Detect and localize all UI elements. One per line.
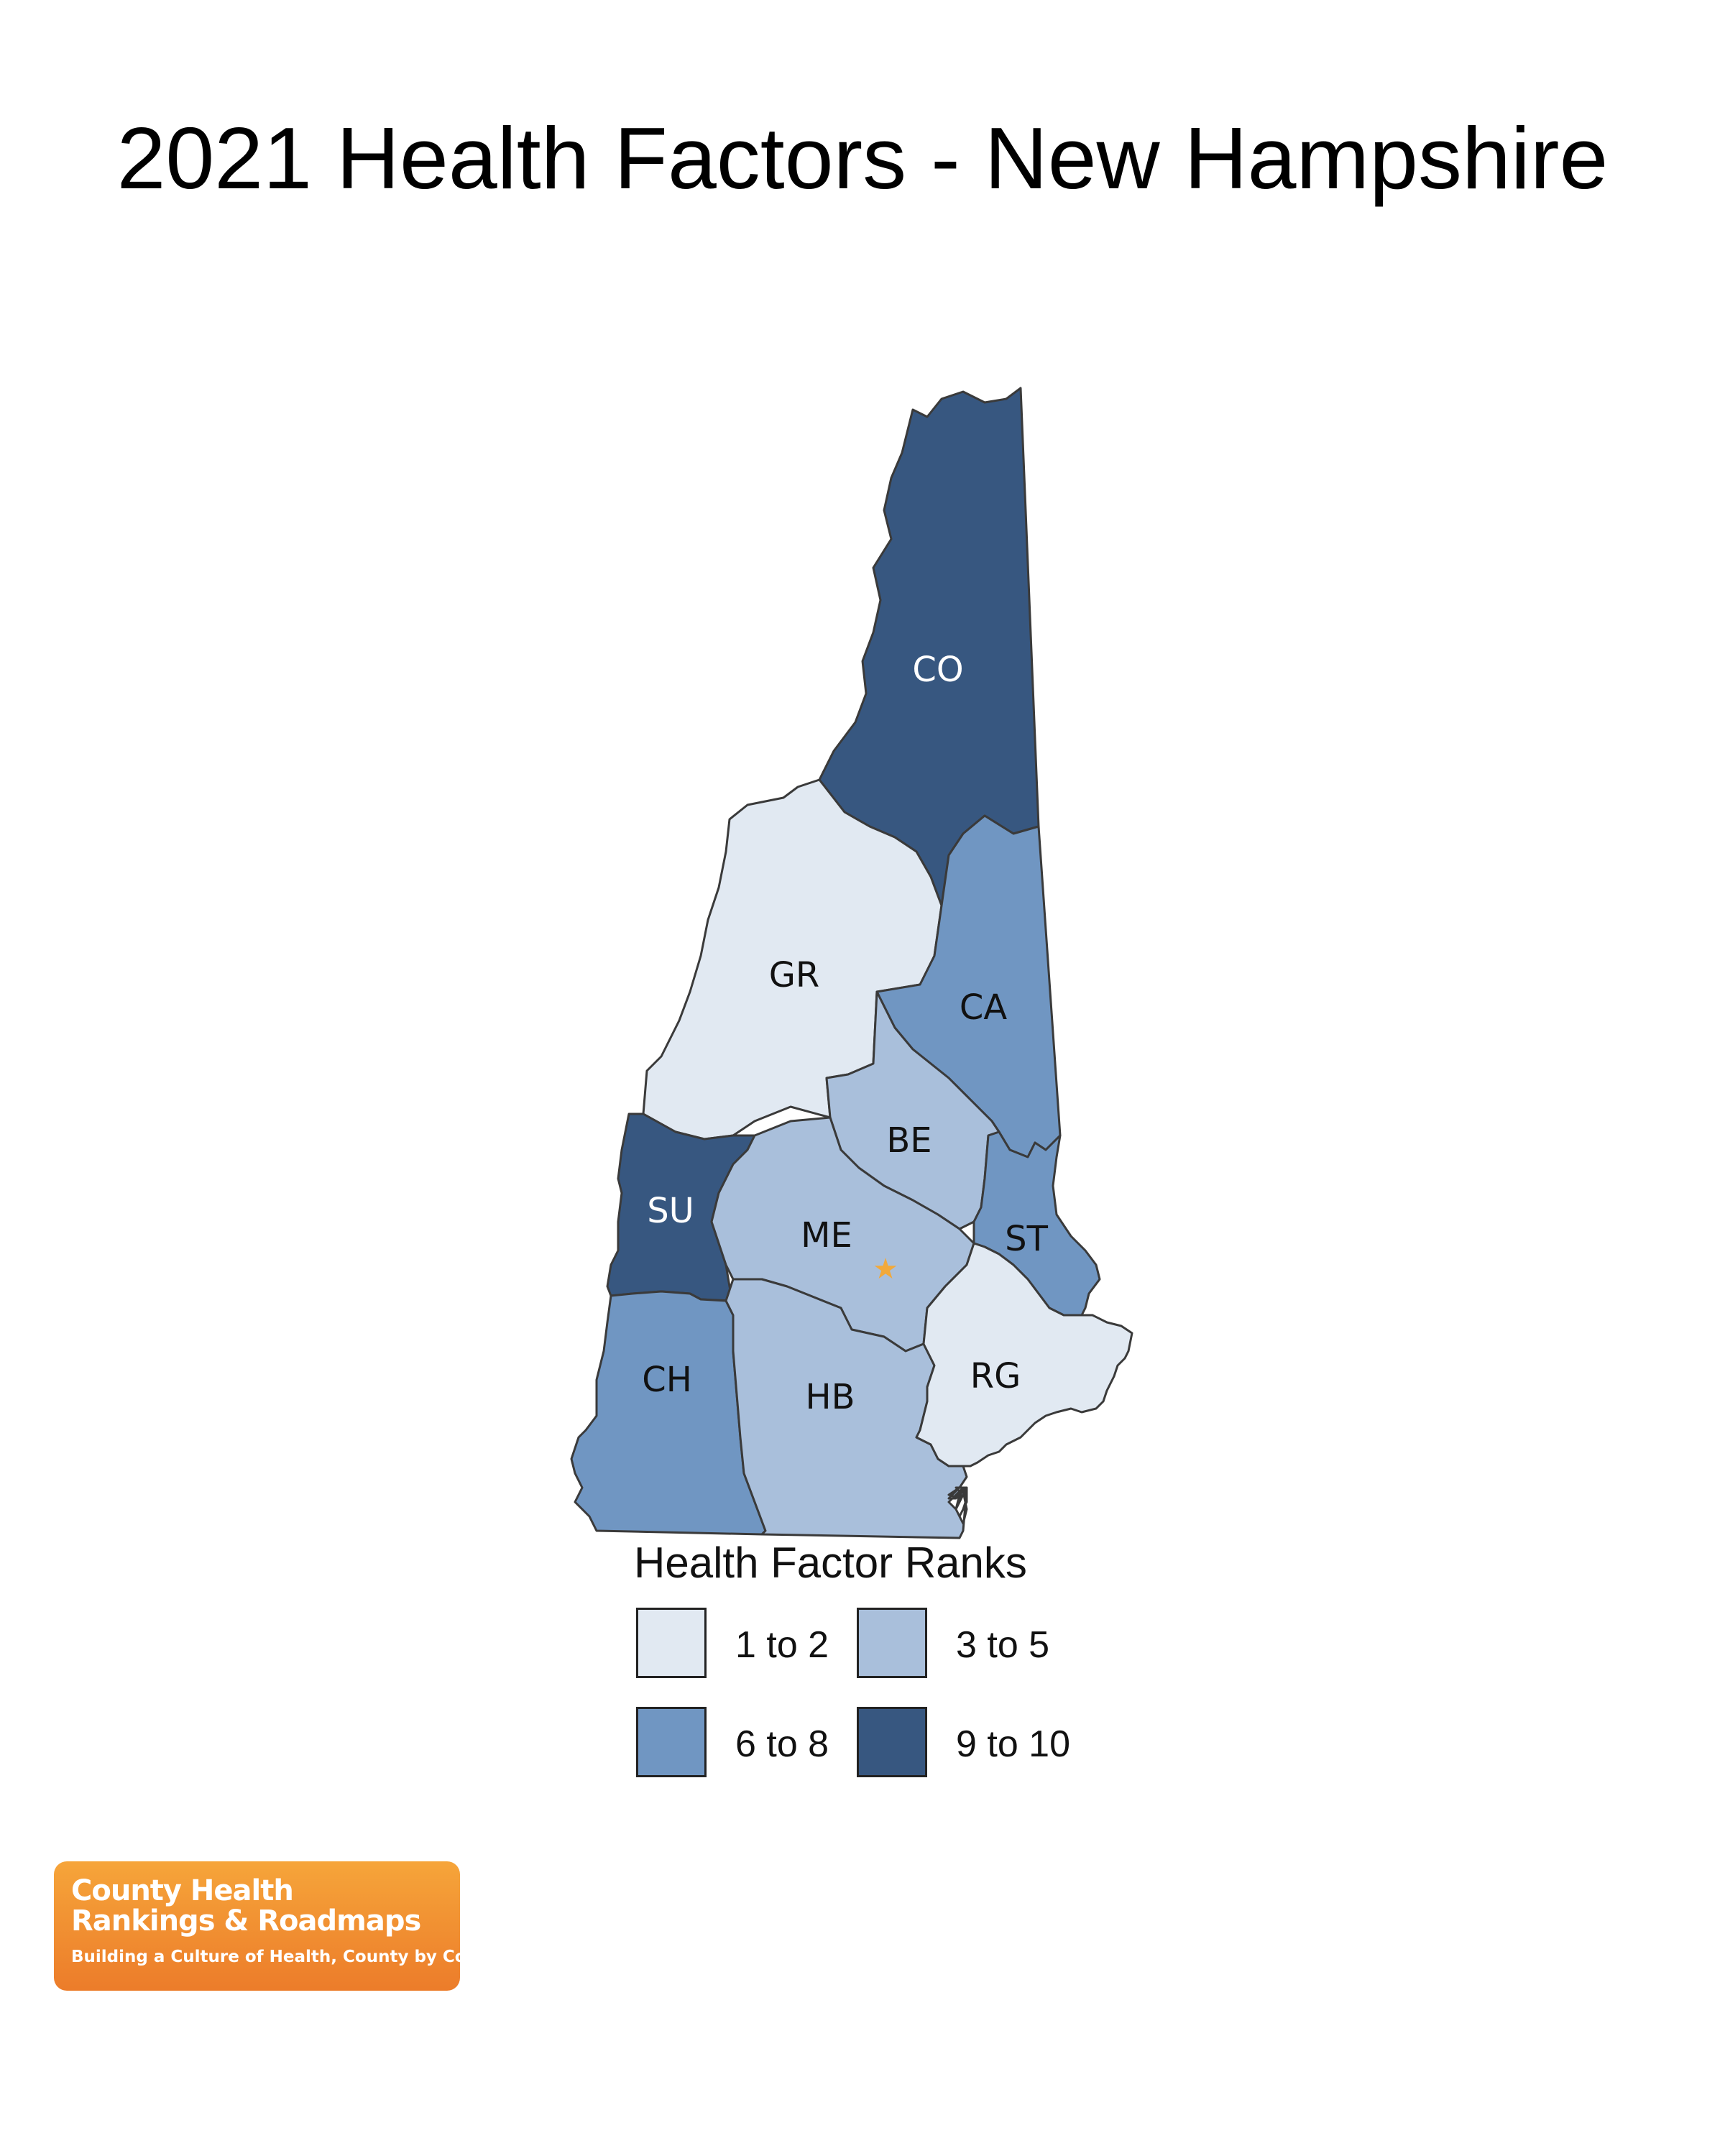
logo-line-1: County Health [71,1874,294,1907]
county-label-ca: CA [960,987,1008,1028]
page-title: 2021 Health Factors - New Hampshire [116,109,1609,207]
county-label-hb: HB [805,1377,855,1417]
legend-item-3-to-5: 3 to 5 [857,1608,1094,1680]
logo-tagline: Building a Culture of Health, County by … [71,1948,509,1966]
county-label-su: SU [647,1191,694,1231]
capital-star-icon: ★ [873,1253,898,1286]
county-RG[interactable] [915,1242,1133,1468]
legend-label: 3 to 5 [956,1624,1050,1666]
county-label-ch: CH [642,1360,692,1400]
legend-label: 9 to 10 [956,1723,1071,1765]
county-label-gr: GR [769,955,820,995]
legend-label: 6 to 8 [735,1723,829,1765]
county-label-me: ME [801,1215,852,1256]
legend-swatch [857,1608,927,1678]
county-health-rankings-logo[interactable]: County Health Rankings & Roadmaps Buildi… [54,1861,508,1991]
county-label-st: ST [1005,1219,1048,1259]
county-label-co: CO [912,650,963,690]
legend-swatch [857,1707,927,1777]
county-ST[interactable] [972,1130,1101,1317]
county-label-be: BE [886,1120,932,1161]
legend-item-6-to-8: 6 to 8 [636,1707,873,1779]
county-label-rg: RG [970,1356,1021,1396]
legend-swatch [636,1707,707,1777]
logo-line-2: Rankings & Roadmaps [71,1904,421,1938]
legend-item-1-to-2: 1 to 2 [636,1608,873,1680]
legend-label: 1 to 2 [735,1624,829,1666]
legend-item-9-to-10: 9 to 10 [857,1707,1094,1779]
legend-swatch [636,1608,707,1678]
legend-title: Health Factor Ranks [634,1539,1027,1587]
